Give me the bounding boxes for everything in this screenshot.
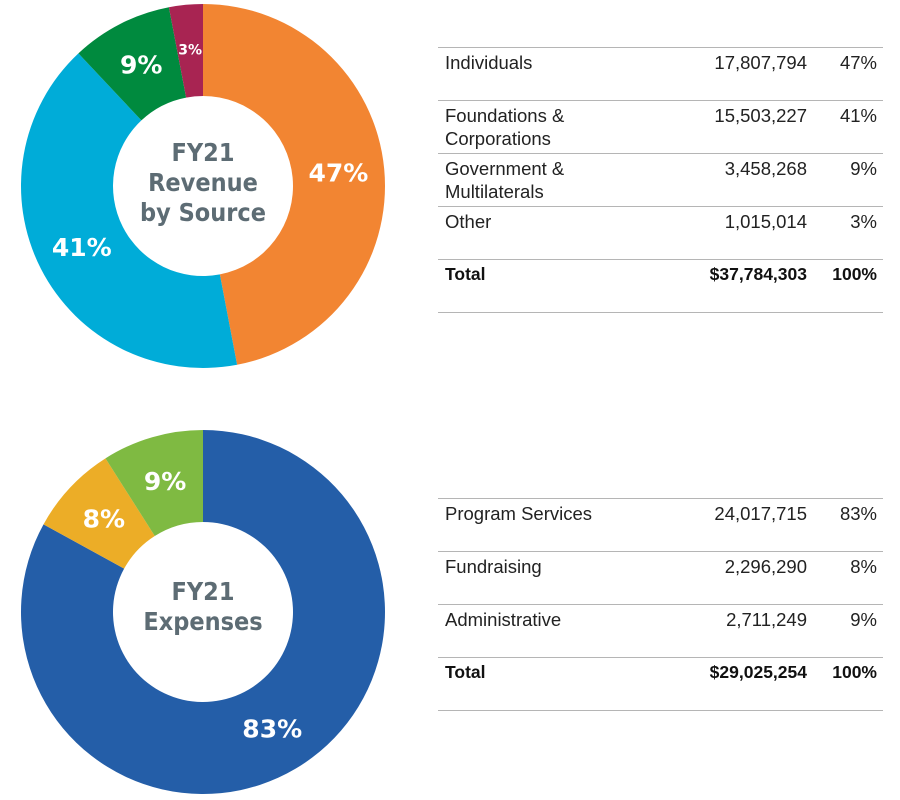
- slice-data-label: 9%: [120, 50, 162, 79]
- total-amount: $37,784,303: [709, 264, 807, 284]
- revenue-donut-svg: 47% 41% 9% 3%: [21, 4, 386, 369]
- table-row: Program Services 24,017,715 83%: [438, 498, 883, 551]
- row-percent: 3%: [850, 211, 877, 232]
- row-label: Other: [445, 211, 492, 232]
- row-amount: 17,807,794: [714, 52, 807, 73]
- slice-data-label: 83%: [242, 715, 302, 744]
- total-amount: $29,025,254: [709, 662, 807, 682]
- table-total-row: Total $37,784,303 100%: [438, 259, 883, 313]
- row-amount: 1,015,014: [724, 211, 807, 232]
- row-percent: 9%: [850, 609, 877, 630]
- row-percent: 8%: [850, 556, 877, 577]
- slice-data-label: 3%: [178, 43, 202, 59]
- row-label: Individuals: [445, 52, 533, 73]
- row-label: Foundations & Corporations: [445, 105, 565, 149]
- slice-data-label: 41%: [52, 233, 112, 262]
- row-percent: 47%: [839, 52, 877, 73]
- chart-title-line: Expenses: [143, 607, 263, 636]
- total-label: Total: [445, 264, 486, 284]
- row-amount: 15,503,227: [714, 105, 807, 126]
- row-label: Program Services: [445, 503, 593, 524]
- row-percent: 9%: [850, 158, 877, 179]
- expenses-donut-chart: 83% 8% 9% FY21 Expenses: [0, 420, 410, 800]
- table-row: Foundations & Corporations 15,503,227 41…: [438, 100, 883, 153]
- donut-slice-administrative: [105, 430, 203, 537]
- total-percent: 100%: [832, 264, 877, 284]
- row-label: Administrative: [445, 609, 562, 630]
- expenses-donut-svg: 83% 8% 9%: [20, 430, 385, 794]
- slice-data-label: 9%: [144, 467, 186, 496]
- row-amount: 2,296,290: [724, 556, 807, 577]
- total-label: Total: [445, 662, 486, 682]
- table-row: Individuals 17,807,794 47%: [438, 47, 883, 100]
- revenue-table: Individuals 17,807,794 47% Foundations &…: [438, 47, 883, 313]
- chart-title-line: Revenue: [148, 168, 258, 197]
- row-label: Government & Multilaterals: [445, 158, 565, 202]
- donut-slice-government-multilaterals: [78, 7, 187, 121]
- row-amount: 24,017,715: [714, 503, 807, 524]
- row-label: Fundraising: [445, 556, 542, 577]
- chart-title-line: FY21: [171, 138, 235, 167]
- total-percent: 100%: [832, 662, 877, 682]
- slice-data-label: 47%: [308, 159, 368, 188]
- expenses-table: Program Services 24,017,715 83% Fundrais…: [438, 498, 883, 711]
- donut-slice-foundations-corporations: [21, 53, 238, 369]
- slice-data-label: 8%: [83, 504, 125, 533]
- table-row: Government & Multilaterals 3,458,268 9%: [438, 153, 883, 206]
- table-total-row: Total $29,025,254 100%: [438, 657, 883, 711]
- revenue-donut-chart: 47% 41% 9% 3% FY21 Revenue by Source: [0, 0, 410, 380]
- row-percent: 83%: [839, 503, 877, 524]
- row-percent: 41%: [839, 105, 877, 126]
- row-amount: 3,458,268: [724, 158, 807, 179]
- donut-slice-fundraising: [43, 458, 155, 569]
- expenses-chart-title: FY21 Expenses: [113, 577, 293, 637]
- table-row: Fundraising 2,296,290 8%: [438, 551, 883, 604]
- donut-slice-program-services: [20, 430, 385, 794]
- chart-title-line: by Source: [140, 198, 266, 227]
- revenue-chart-title: FY21 Revenue by Source: [113, 138, 293, 228]
- chart-title-line: FY21: [171, 577, 235, 606]
- table-row: Other 1,015,014 3%: [438, 206, 883, 259]
- donut-slice-individuals: [203, 4, 386, 365]
- table-row: Administrative 2,711,249 9%: [438, 604, 883, 657]
- row-amount: 2,711,249: [726, 609, 807, 630]
- donut-slice-other: [168, 4, 203, 98]
